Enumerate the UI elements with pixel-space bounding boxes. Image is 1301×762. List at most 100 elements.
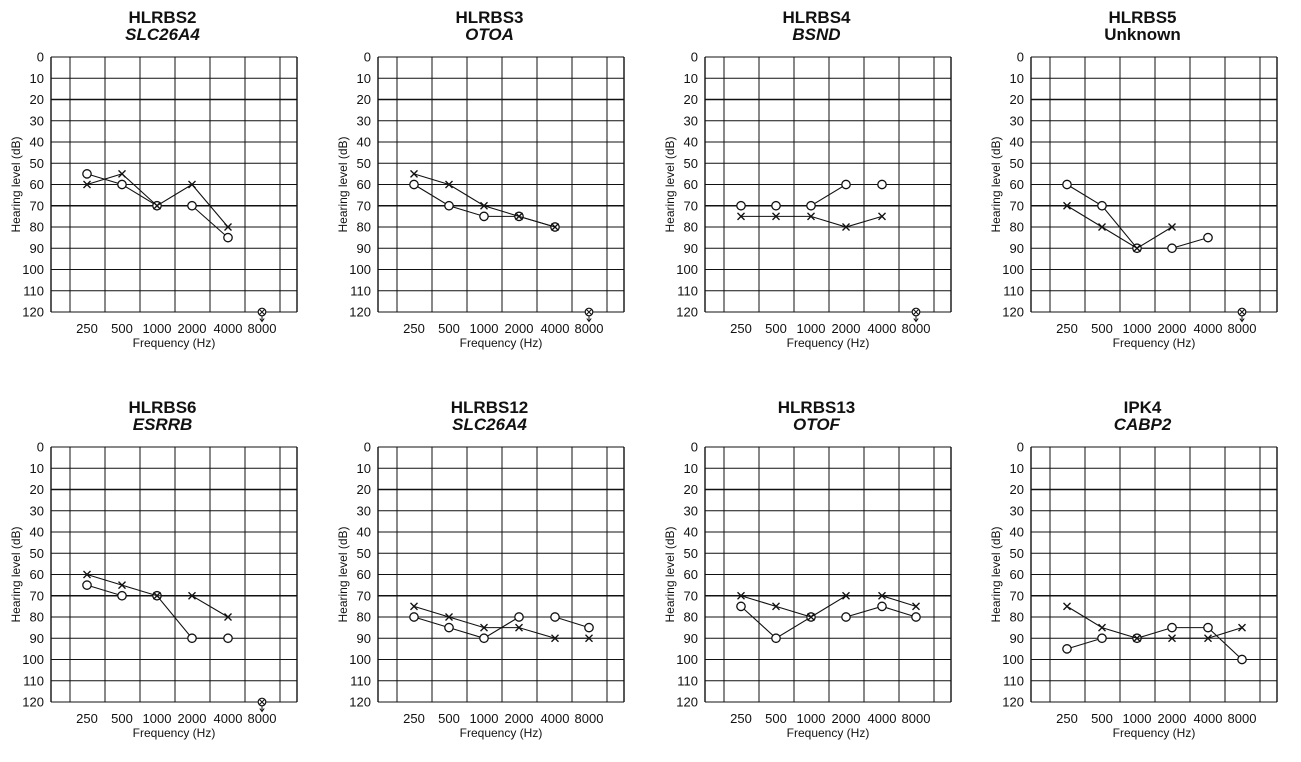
cross-stroke — [224, 223, 232, 231]
y-tick-label: 20 — [30, 482, 44, 497]
data-point-circle — [223, 633, 233, 644]
y-tick-label: 10 — [30, 461, 44, 476]
y-tick-label: 30 — [357, 503, 371, 518]
y-tick-label: 110 — [350, 283, 371, 298]
y-tick-label: 70 — [1010, 198, 1024, 213]
y-tick-label: 90 — [30, 241, 44, 256]
y-tick-label: 50 — [357, 156, 371, 171]
no-response-marker — [257, 307, 267, 323]
data-point-cross — [1133, 244, 1141, 253]
audiogram-panel: HLRBS13 OTOF 0 10 20 30 40 50 60 70 80 90 100 110 120 2… — [654, 390, 979, 762]
y-tick-label: 40 — [30, 525, 44, 540]
data-point-circle — [1097, 633, 1107, 644]
y-tick-label: 10 — [684, 71, 698, 86]
y-tick-label: 90 — [357, 241, 371, 256]
y-tick-label: 80 — [1010, 610, 1024, 625]
cross-stroke — [445, 613, 453, 621]
data-point-cross — [410, 602, 418, 611]
data-point-cross — [410, 169, 418, 178]
x-tick-label: 8000 — [902, 321, 931, 336]
panel-subtitle: SLC26A4 — [125, 25, 200, 44]
y-tick-label: 0 — [1017, 50, 1024, 65]
cross-stroke — [480, 201, 488, 210]
x-tick-label: 2000 — [178, 321, 207, 336]
data-point-cross — [480, 623, 488, 632]
data-point-cross — [480, 201, 488, 210]
cross-stroke — [912, 602, 920, 611]
y-tick-label: 20 — [1010, 482, 1024, 497]
cross-stroke — [1133, 244, 1141, 253]
data-point-circle — [550, 612, 560, 622]
y-tick-label: 60 — [684, 567, 698, 582]
x-tick-label: 250 — [76, 321, 98, 336]
y-tick-label: 120 — [676, 305, 698, 320]
y-tick-label: 30 — [684, 113, 698, 128]
y-tick-label: 50 — [684, 546, 698, 561]
series-line-cross — [740, 595, 917, 618]
y-tick-label: 110 — [350, 673, 371, 688]
no-response-marker — [257, 697, 267, 713]
data-point-circle — [1167, 243, 1177, 254]
y-tick-label: 90 — [684, 241, 698, 256]
y-tick-label: 30 — [1010, 113, 1024, 128]
y-tick-label: 60 — [1010, 567, 1024, 582]
x-tick-label: 2000 — [505, 321, 534, 336]
no-response-marker — [584, 307, 594, 323]
x-tick-label: 2000 — [832, 321, 861, 336]
y-tick-label: 0 — [691, 50, 698, 65]
x-tick-label: 4000 — [541, 321, 570, 336]
cross-stroke — [807, 212, 815, 221]
x-tick-label: 250 — [1056, 321, 1078, 336]
data-point-circle — [1203, 622, 1213, 633]
cross-stroke — [480, 623, 488, 632]
x-axis-label: Frequency (Hz) — [460, 336, 543, 350]
y-tick-label: 70 — [684, 588, 698, 603]
data-point-circle — [841, 179, 851, 190]
no-response-arrowhead — [259, 318, 265, 323]
y-tick-label: 40 — [684, 525, 698, 540]
x-tick-label: 2000 — [505, 711, 534, 726]
y-tick-label: 100 — [22, 262, 44, 277]
y-tick-label: 120 — [1002, 305, 1024, 320]
y-tick-label: 120 — [676, 695, 698, 710]
y-tick-label: 120 — [1002, 695, 1024, 710]
y-tick-label: 60 — [357, 567, 371, 582]
data-point-cross — [515, 623, 523, 632]
y-tick-label: 10 — [684, 461, 698, 476]
x-axis-label: Frequency (Hz) — [787, 336, 870, 350]
y-tick-label: 100 — [676, 262, 698, 277]
data-point-cross — [1168, 634, 1176, 643]
y-tick-label: 70 — [30, 588, 44, 603]
x-tick-label: 500 — [111, 321, 133, 336]
data-point-circle — [1062, 644, 1072, 654]
x-tick-label: 500 — [438, 321, 460, 336]
y-axis-label: Hearing level (dB) — [336, 526, 350, 622]
y-tick-label: 40 — [357, 525, 371, 540]
data-point-circle — [514, 612, 524, 622]
y-tick-label: 10 — [1010, 461, 1024, 476]
series-line-circle — [1066, 627, 1243, 660]
x-tick-label: 500 — [1091, 711, 1113, 726]
panel-subtitle: ESRRB — [132, 415, 193, 434]
cross-stroke — [410, 602, 418, 611]
y-tick-label: 10 — [30, 71, 44, 86]
y-tick-label: 10 — [1010, 71, 1024, 86]
data-point-circle — [771, 633, 781, 644]
y-tick-label: 60 — [357, 177, 371, 192]
x-tick-label: 2000 — [1158, 321, 1187, 336]
cross-stroke — [1238, 623, 1246, 632]
y-tick-label: 30 — [30, 113, 44, 128]
data-point-circle — [187, 200, 197, 211]
data-point-cross — [118, 169, 126, 178]
y-tick-label: 110 — [677, 673, 698, 688]
y-tick-label: 80 — [30, 610, 44, 625]
y-tick-label: 80 — [357, 220, 371, 235]
data-point-cross — [551, 634, 559, 643]
x-tick-label: 8000 — [248, 711, 277, 726]
cross-stroke — [83, 570, 91, 579]
data-point-cross — [807, 613, 815, 621]
panel-subtitle: OTOF — [793, 415, 840, 434]
x-tick-label: 1000 — [470, 321, 499, 336]
x-tick-label: 250 — [1056, 711, 1078, 726]
cross-stroke — [551, 223, 559, 231]
